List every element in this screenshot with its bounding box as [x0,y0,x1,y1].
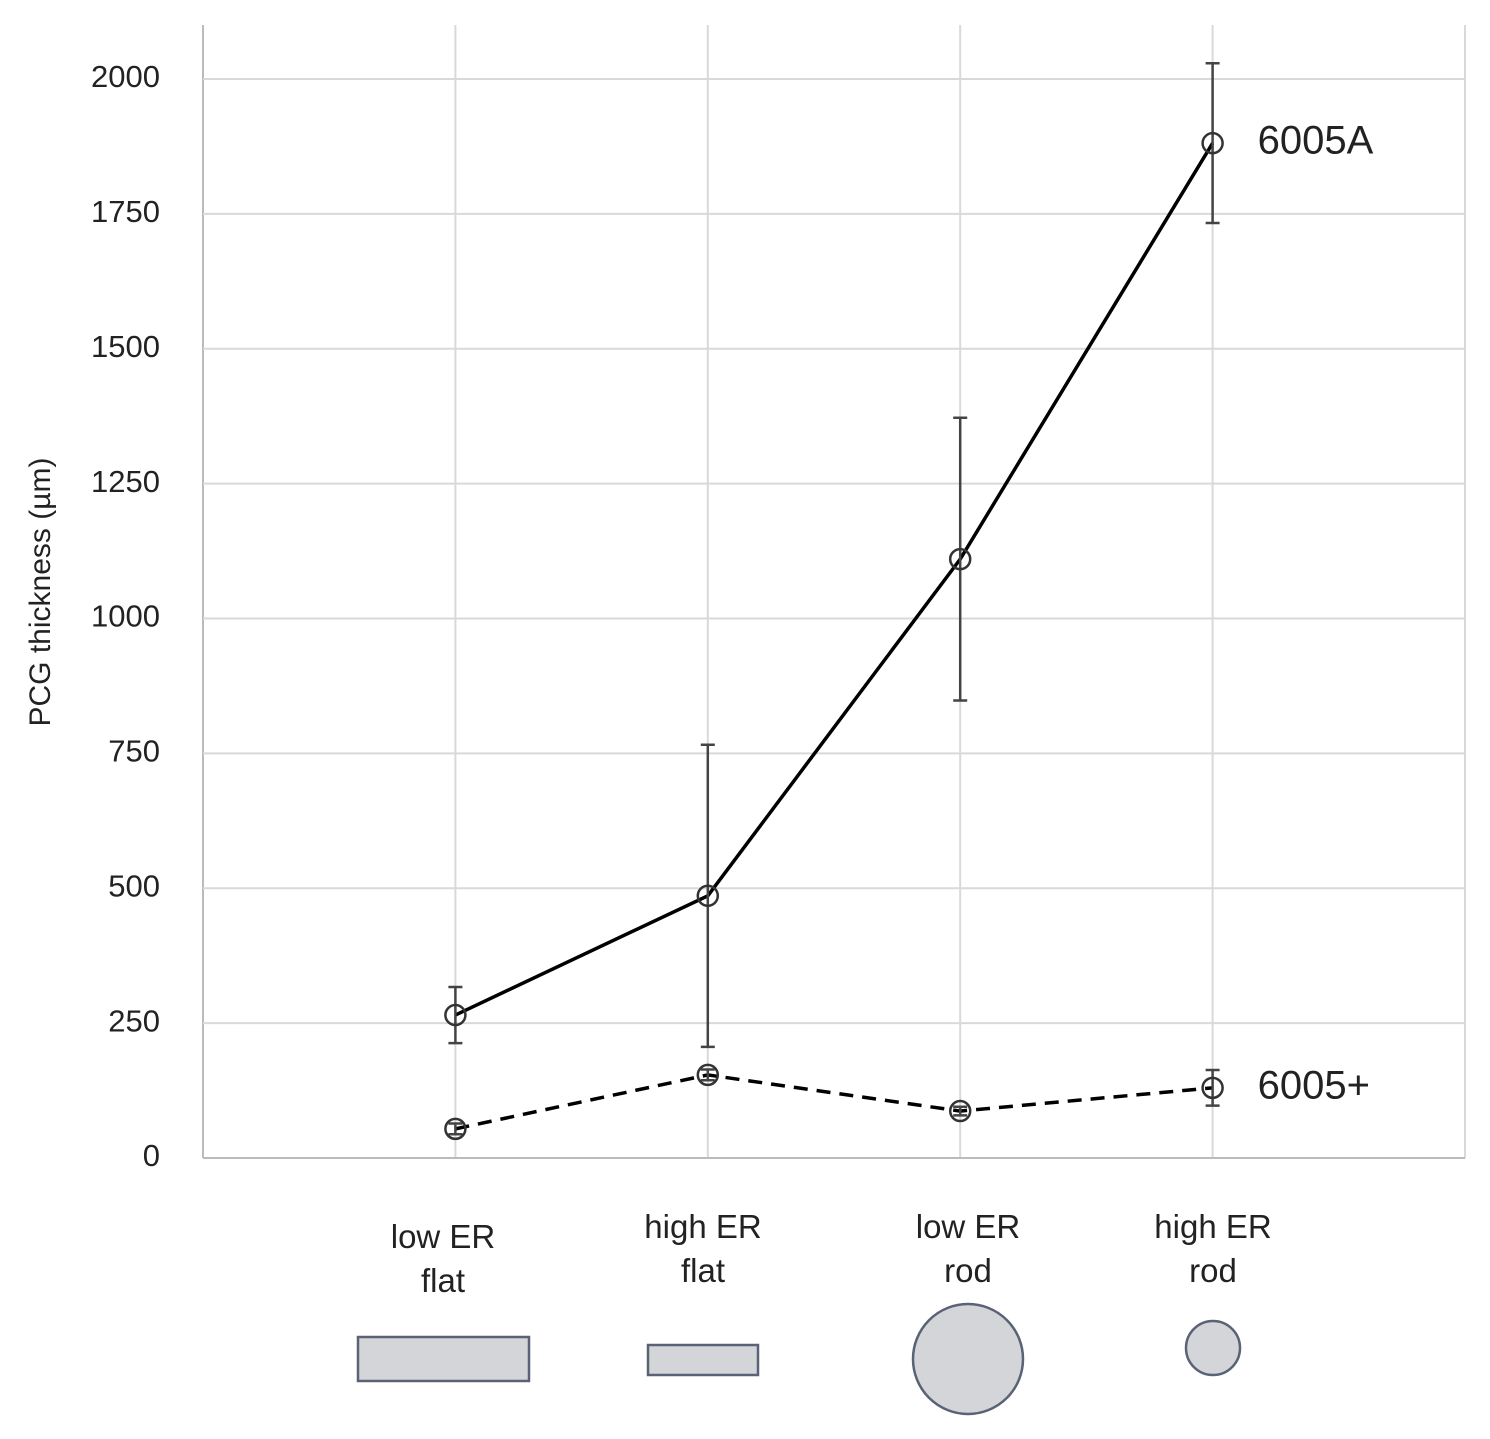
rod-low-icon [911,1302,1025,1416]
y-tick-label: 1500 [91,329,160,364]
y-tick-label: 500 [108,868,160,903]
x-tick-label: low ER flat [390,1218,496,1299]
y-tick-label: 1750 [91,194,160,229]
y-axis-title: PCG thickness (µm) [24,458,57,727]
data-point [1201,1076,1224,1100]
data-point [444,1117,467,1141]
error-bar [1205,1068,1220,1107]
error-bar [700,743,715,1049]
error-bar [1205,62,1220,225]
error-bar [448,985,463,1045]
y-tick-label: 750 [108,734,160,769]
y-tick-label: 1000 [91,599,160,634]
series-line [455,1073,1213,1131]
flat-low-icon [356,1335,531,1383]
flat-high-icon [646,1343,760,1377]
data-point [1201,131,1224,155]
series-label: 6005A [1258,119,1374,163]
data-point [444,1003,467,1027]
series-line [454,142,1215,1017]
rod-high-icon [1184,1319,1242,1377]
shape-icons [356,1302,1242,1416]
y-tick-label: 0 [143,1138,160,1173]
error-bar [448,1122,463,1136]
y-tick-label: 2000 [91,59,160,94]
x-tick-label: low ER rod [915,1208,1021,1289]
y-tick-label: 1250 [91,464,160,499]
x-tick-label: high ER flat [644,1208,762,1289]
series-label: 6005+ [1258,1063,1370,1107]
data-point [948,547,972,571]
data-point [696,1063,720,1087]
error-bar [700,1068,715,1082]
error-bar [953,1105,968,1117]
error-bar [953,416,968,702]
data-point [948,1099,972,1123]
x-tick-label: high ER rod [1154,1208,1272,1289]
data-point [696,884,720,908]
y-tick-label: 250 [108,1003,160,1038]
